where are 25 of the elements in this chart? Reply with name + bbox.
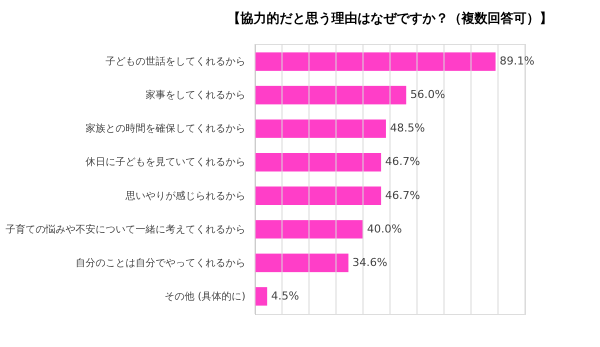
bar: [255, 86, 406, 104]
chart-title: 【協力的だと思う理由はなぜですか？（複数回答可）】: [228, 10, 552, 26]
y-tick-label: 自分のことは自分でやってくれるから: [76, 256, 246, 269]
y-tick-label: 休日に子どもを見ていてくれるから: [86, 157, 246, 168]
bar: [255, 52, 496, 71]
y-tick-label: 家事をしてくれるから: [146, 89, 246, 102]
data-label: 46.7%: [385, 155, 420, 168]
data-label: 40.0%: [367, 222, 402, 236]
y-tick-label: 子育ての悩みや不安について一緒に考えてくれるから: [6, 223, 246, 236]
data-label: 34.6%: [352, 256, 388, 269]
y-tick-label: 家族との時間を確保してくれるから: [86, 122, 246, 135]
data-label: 56.0%: [410, 88, 446, 102]
data-label: 46.7%: [385, 188, 420, 202]
bar: [255, 186, 382, 205]
y-tick-label: 思いやりが感じられるから: [124, 190, 246, 202]
data-label: 4.5%: [271, 289, 300, 302]
bar: [255, 153, 382, 172]
bar: [255, 287, 268, 306]
y-tick-label: 子どもの世話をしてくれるから: [106, 56, 246, 68]
bar: [255, 119, 386, 138]
bar: [255, 220, 363, 239]
bar: [255, 254, 348, 272]
y-tick-label: その他 (具体的に): [164, 290, 246, 302]
data-label: 89.1%: [500, 54, 535, 68]
data-label: 48.5%: [390, 122, 425, 135]
